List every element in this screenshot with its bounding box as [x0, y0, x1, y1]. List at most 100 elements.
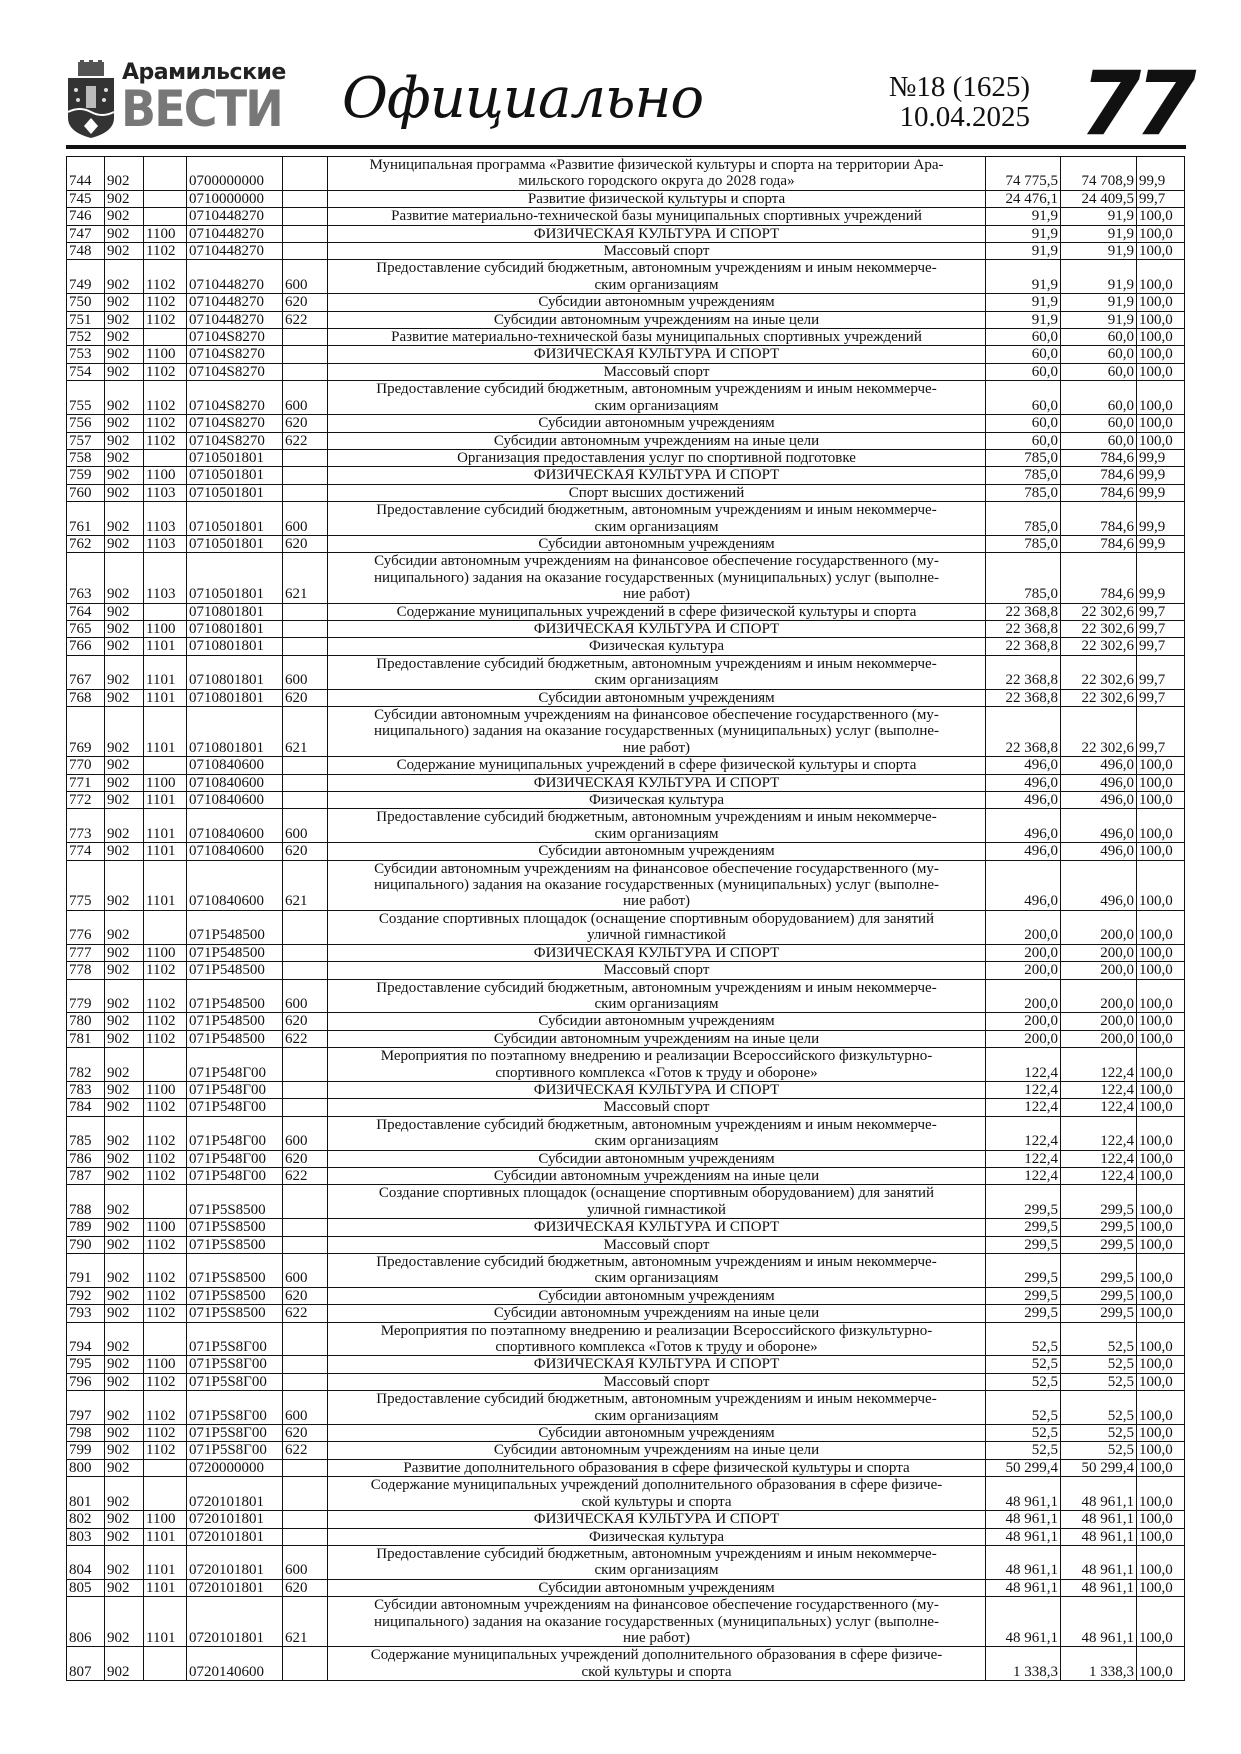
section-code: 1100 — [143, 466, 187, 485]
page-number: 77 — [1080, 52, 1196, 155]
row-number: 745 — [66, 189, 105, 209]
item-name: Субсидии автономным учреждениям — [327, 842, 986, 861]
row-number: 777 — [66, 943, 105, 963]
item-name: Субсидии автономным учреждениям — [327, 1286, 986, 1306]
department-code: 902 — [104, 1047, 144, 1082]
execution-percent: 100,0 — [1136, 380, 1185, 416]
item-name: Организация предоставления услуг по спор… — [327, 448, 986, 468]
actual-amount: 60,0 — [1060, 328, 1137, 347]
table-row: 770 902 0710840600 Содержание муниципальных… — [66, 756, 1185, 775]
expense-type-code: 620 — [282, 1424, 328, 1443]
department-code: 902 — [104, 552, 144, 604]
item-name: Физическая культура — [327, 1527, 986, 1546]
section-code: 1101 — [143, 842, 187, 861]
table-row: 759 902 1100 0710501801 ФИЗИЧЕСКАЯ КУЛЬТУРА … — [66, 466, 1185, 485]
row-number: 756 — [66, 414, 105, 433]
target-article-code: 071P548Г00 — [186, 1080, 283, 1100]
department-code: 902 — [104, 808, 144, 844]
planned-amount: 60,0 — [985, 414, 1061, 433]
department-code: 902 — [104, 1544, 144, 1580]
target-article-code: 07104S8270 — [186, 362, 283, 382]
expense-type-code — [282, 1047, 328, 1082]
row-number: 758 — [66, 448, 105, 468]
target-article-code: 0700000000 — [186, 156, 283, 191]
expense-type-code — [282, 1510, 328, 1529]
table-row: 761 902 1103 0710501801 600 Предоставление су… — [66, 501, 1185, 536]
section-code: 1101 — [143, 1544, 187, 1580]
row-number: 764 — [66, 602, 105, 621]
planned-amount: 48 961,1 — [985, 1596, 1061, 1648]
target-article-code: 0710840600 — [186, 756, 283, 775]
target-article-code: 071P5S8Г00 — [186, 1355, 283, 1374]
row-number: 779 — [66, 978, 105, 1014]
execution-percent: 100,0 — [1136, 242, 1185, 261]
section-code: 1101 — [143, 791, 187, 810]
execution-percent: 100,0 — [1136, 1390, 1185, 1426]
planned-amount: 122,4 — [985, 1098, 1061, 1117]
table-row: 754 902 1102 07104S8270 Массовый спорт 60,0 60… — [66, 362, 1185, 382]
execution-percent: 99,7 — [1136, 705, 1185, 758]
actual-amount: 74 708,9 — [1060, 156, 1137, 191]
target-article-code: 071P5S8500 — [186, 1184, 283, 1220]
section-code: 1103 — [143, 534, 187, 554]
section-code — [143, 189, 187, 209]
actual-amount: 48 961,1 — [1060, 1578, 1137, 1598]
department-code: 902 — [104, 842, 144, 861]
actual-amount: 60,0 — [1060, 414, 1137, 433]
table-row: 773 902 1101 0710840600 600 Предоставление су… — [66, 808, 1185, 844]
item-name: Предоставление субсидий бюджетным, автон… — [327, 1253, 986, 1288]
execution-percent: 100,0 — [1136, 1286, 1185, 1306]
execution-percent: 100,0 — [1136, 1527, 1185, 1546]
execution-percent: 100,0 — [1136, 1578, 1185, 1598]
item-name: Массовый спорт — [327, 362, 986, 382]
target-article-code: 071P548500 — [186, 978, 283, 1014]
planned-amount: 200,0 — [985, 1029, 1061, 1049]
actual-amount: 48 961,1 — [1060, 1476, 1137, 1512]
table-row: 765 902 1100 0710801801 ФИЗИЧЕСКАЯ КУЛЬТУРА … — [66, 619, 1185, 639]
planned-amount: 785,0 — [985, 466, 1061, 485]
section-code — [143, 1458, 187, 1478]
planned-amount: 52,5 — [985, 1355, 1061, 1374]
planned-amount: 52,5 — [985, 1372, 1061, 1392]
planned-amount: 496,0 — [985, 808, 1061, 844]
planned-amount: 22 368,8 — [985, 637, 1061, 656]
expense-type-code: 600 — [282, 259, 328, 295]
expense-type-code — [282, 943, 328, 963]
planned-amount: 122,4 — [985, 1047, 1061, 1082]
row-number: 796 — [66, 1372, 105, 1392]
execution-percent: 100,0 — [1136, 1218, 1185, 1237]
execution-percent: 100,0 — [1136, 1029, 1185, 1049]
department-code: 902 — [104, 688, 144, 708]
execution-percent: 100,0 — [1136, 1596, 1185, 1648]
planned-amount: 48 961,1 — [985, 1510, 1061, 1529]
execution-percent: 100,0 — [1136, 1047, 1185, 1082]
target-article-code: 0710448270 — [186, 293, 283, 312]
table-row: 793 902 1102 071P5S8500 622 Субсидии автономн… — [66, 1304, 1185, 1323]
table-row: 799 902 1102 071P5S8Г00 622 Субсидии автономн… — [66, 1441, 1185, 1460]
actual-amount: 122,4 — [1060, 1149, 1137, 1168]
execution-percent: 100,0 — [1136, 1646, 1185, 1682]
expense-type-code: 620 — [282, 1149, 328, 1168]
actual-amount: 299,5 — [1060, 1218, 1137, 1237]
planned-amount: 24 476,1 — [985, 189, 1061, 209]
item-name: Предоставление субсидий бюджетным, автон… — [327, 978, 986, 1014]
planned-amount: 22 368,8 — [985, 619, 1061, 639]
actual-amount: 48 961,1 — [1060, 1544, 1137, 1580]
target-article-code: 071P548500 — [186, 961, 283, 980]
expense-type-code — [282, 1184, 328, 1220]
table-row: 788 902 071P5S8500 Создание спортивных площ… — [66, 1184, 1185, 1220]
row-number: 805 — [66, 1578, 105, 1598]
actual-amount: 299,5 — [1060, 1253, 1137, 1288]
department-code: 902 — [104, 1218, 144, 1237]
expense-type-code — [282, 224, 328, 244]
item-name: Содержание муниципальных учреждений допо… — [327, 1476, 986, 1512]
row-number: 785 — [66, 1115, 105, 1151]
execution-percent: 100,0 — [1136, 1441, 1185, 1460]
table-row: 750 902 1102 0710448270 620 Субсидии автономн… — [66, 293, 1185, 312]
row-number: 754 — [66, 362, 105, 382]
planned-amount: 91,9 — [985, 224, 1061, 244]
row-number: 752 — [66, 328, 105, 347]
department-code: 902 — [104, 414, 144, 433]
execution-percent: 100,0 — [1136, 1304, 1185, 1323]
execution-percent: 100,0 — [1136, 310, 1185, 330]
